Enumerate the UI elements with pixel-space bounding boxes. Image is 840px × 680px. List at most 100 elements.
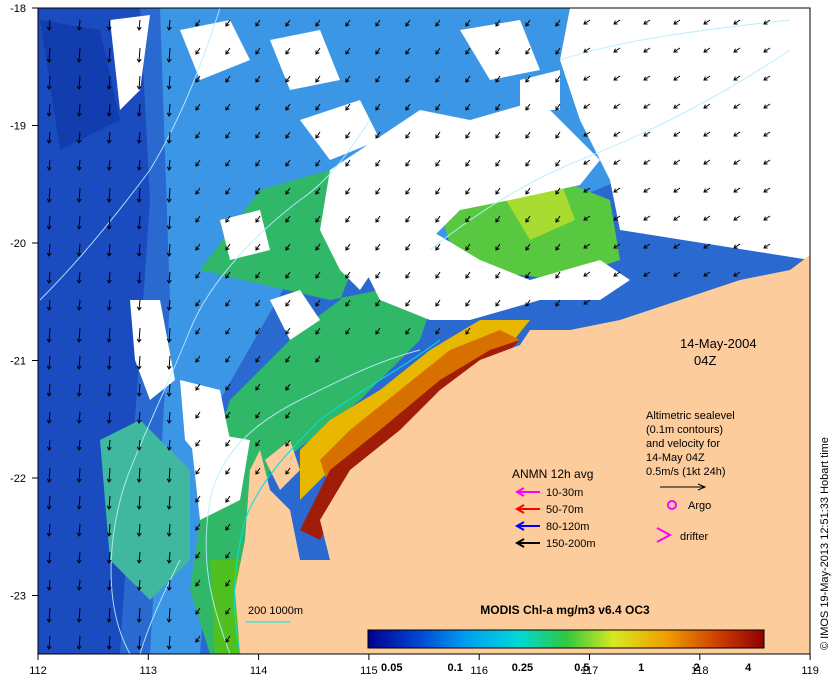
velocity-arrow [225, 355, 231, 363]
cloud-cover [110, 8, 810, 520]
velocity-arrow [583, 271, 591, 277]
velocity-arrow [495, 19, 501, 27]
velocity-arrow [285, 411, 291, 419]
velocity-arrowhead [583, 188, 588, 193]
velocity-arrowhead [345, 162, 350, 167]
velocity-arrowhead [285, 106, 290, 111]
velocity-arrow [225, 215, 231, 223]
velocity-arrowhead [525, 162, 530, 167]
velocity-arrow [495, 159, 501, 167]
velocity-arrowhead [225, 22, 230, 27]
velocity-arrow [138, 243, 141, 257]
velocity-arrowhead [225, 526, 230, 531]
velocity-arrow [225, 579, 231, 587]
velocity-arrowhead [195, 106, 200, 111]
velocity-arrowhead [673, 104, 678, 109]
velocity-arrowhead [166, 618, 172, 623]
velocity-arrow [763, 215, 771, 221]
velocity-arrow [465, 131, 471, 139]
velocity-arrowhead [46, 645, 52, 650]
velocity-arrowhead [136, 306, 142, 311]
velocity-arrowhead [673, 132, 678, 137]
velocity-arrowhead [555, 50, 560, 55]
velocity-arrowhead [465, 274, 470, 279]
velocity-arrowhead [46, 198, 52, 203]
velocity-arrow [225, 103, 231, 111]
coastal-green [210, 560, 240, 654]
velocity-arrowhead [495, 274, 500, 279]
velocity-arrowhead [76, 26, 82, 31]
velocity-arrowhead [405, 22, 410, 27]
velocity-arrow [703, 19, 711, 25]
velocity-arrowhead [673, 20, 678, 25]
velocity-arrowhead [315, 78, 320, 83]
velocity-arrow [405, 271, 411, 279]
velocity-arrowhead [375, 22, 380, 27]
velocity-arrow [643, 215, 651, 221]
velocity-arrowhead [136, 198, 142, 203]
velocity-arrow [195, 355, 201, 363]
y-axis: -18 -19 -20 -21 -22 -23 [10, 3, 38, 603]
velocity-arrowhead [345, 106, 350, 111]
velocity-arrow [255, 383, 261, 391]
velocity-arrowhead [76, 306, 82, 311]
velocity-arrow [195, 411, 201, 419]
velocity-arrowhead [375, 78, 380, 83]
velocity-arrowhead [225, 162, 230, 167]
velocity-arrow [495, 215, 501, 223]
velocity-arrow [315, 355, 321, 363]
velocity-arrow [733, 215, 741, 221]
velocity-arrowhead [166, 252, 172, 257]
velocity-arrowhead [76, 392, 82, 397]
velocity-arrow [345, 159, 351, 167]
velocity-arrow [465, 103, 471, 111]
velocity-arrow [703, 215, 711, 221]
velocity-arrow [763, 47, 771, 53]
velocity-arrow [255, 467, 261, 475]
island [265, 440, 300, 490]
velocity-arrowhead [166, 532, 172, 537]
velocity-arrowhead [76, 198, 82, 203]
velocity-arrowhead [525, 190, 530, 195]
velocity-arrowhead [643, 104, 648, 109]
velocity-arrow [555, 19, 561, 27]
velocity-arrowhead [345, 274, 350, 279]
velocity-arrow [225, 523, 231, 531]
velocity-arrow [285, 243, 291, 251]
velocity-arrow [225, 159, 231, 167]
colorbar-title: MODIS Chl-a mg/m3 v6.4 OC3 [480, 603, 650, 617]
velocity-arrow [733, 19, 741, 25]
velocity-arrowhead [375, 134, 380, 139]
velocity-arrow [138, 551, 141, 564]
velocity-arrow [78, 299, 81, 311]
velocity-arrowhead [225, 610, 230, 615]
velocity-arrowhead [495, 162, 500, 167]
velocity-arrow [78, 523, 81, 537]
velocity-arrowhead [435, 190, 440, 195]
velocity-arrowhead [703, 20, 708, 25]
velocity-arrowhead [255, 134, 260, 139]
velocity-arrowhead [703, 160, 708, 165]
velocity-arrow [613, 47, 621, 53]
velocity-arrow [763, 19, 771, 25]
velocity-arrowhead [315, 106, 320, 111]
velocity-arrowhead [375, 274, 380, 279]
velocity-arrow [315, 19, 321, 27]
velocity-arrow [78, 327, 81, 343]
colorbar-tick-label: 2 [694, 662, 700, 674]
velocity-arrowhead [525, 246, 530, 251]
velocity-arrow [78, 103, 81, 117]
velocity-arrow [495, 271, 501, 279]
velocity-arrow [255, 243, 261, 251]
velocity-arrow [613, 187, 621, 193]
velocity-arrowhead [195, 526, 200, 531]
velocity-arrowhead [195, 358, 200, 363]
velocity-arrowhead [136, 225, 142, 230]
velocity-arrow [643, 131, 651, 137]
x-tick-label: 115 [360, 665, 378, 677]
velocity-arrowhead [673, 76, 678, 81]
velocity-arrow [108, 103, 111, 117]
velocity-arrowhead [315, 190, 320, 195]
velocity-arrowhead [136, 586, 142, 591]
velocity-arrowhead [555, 22, 560, 27]
